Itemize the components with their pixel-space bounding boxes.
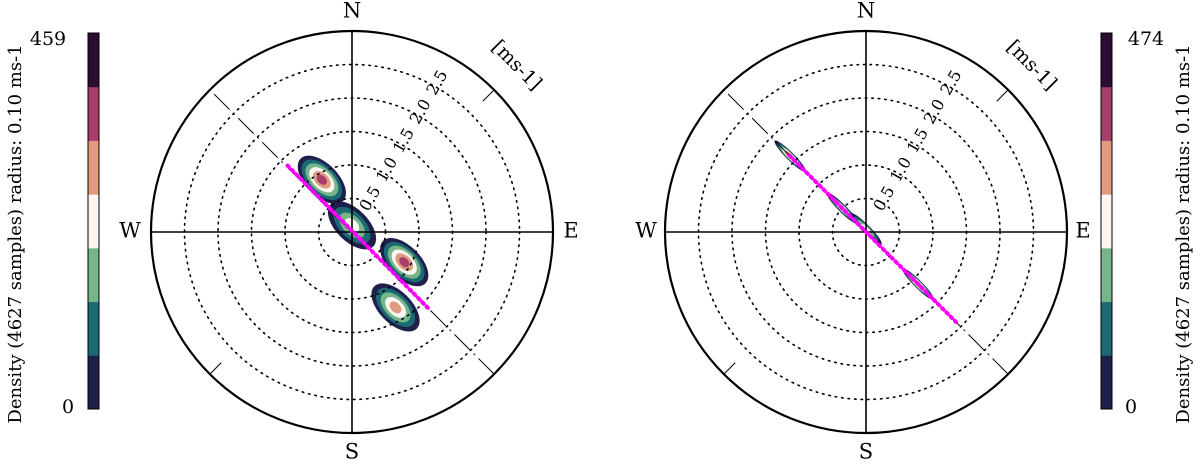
colorbar-left-swatch-5 [88, 86, 99, 141]
colorbar-left-swatch-3 [88, 194, 99, 249]
colorbar-right-swatch-0 [1101, 355, 1112, 410]
perpendicular-tick-1 [482, 89, 495, 102]
perpendicular-tick-0 [723, 362, 736, 375]
colorbar-left: 459 0 Density (4627 samples) radius: 0.1… [5, 28, 100, 424]
compass-south-left: S [345, 440, 359, 464]
radial-tick-label-2: 1.5 [389, 125, 418, 157]
unit-label-right: [ms-1] [1002, 36, 1061, 95]
density-cluster-2-level-4 [389, 301, 402, 314]
perpendicular-tick-1 [996, 89, 1009, 102]
compass-south-right: S [859, 440, 873, 464]
radial-tick-label-0: 0.5 [355, 183, 384, 215]
colorbar-left-swatch-6 [88, 33, 99, 88]
colorbar-right-title: Density (4627 samples) radius: 0.10 ms-1 [1173, 44, 1194, 423]
colorbar-left-min-label: 0 [62, 396, 74, 418]
fitted-direction-line [787, 153, 959, 325]
colorbar-left-frame [87, 32, 100, 410]
colorbar-left-swatch-0 [88, 355, 99, 410]
colorbar-right-min-label: 0 [1125, 396, 1137, 418]
radial-tick-label-2: 1.5 [903, 125, 932, 157]
density-cluster-0-level-5 [316, 174, 327, 185]
colorbar-right-swatch-3 [1101, 194, 1112, 249]
polar-panel-right: 0.51.01.52.02.5 N E S W [ms-1] [635, 0, 1090, 464]
colorbar-right-frame [1100, 32, 1113, 410]
compass-north-left: N [343, 0, 361, 23]
principal-axis [209, 89, 495, 375]
compass-west-right: W [635, 219, 657, 243]
colorbar-left-max-label: 459 [30, 28, 66, 50]
grid-layer-right: 0.51.01.52.02.5 [663, 29, 1069, 435]
compass-east-right: E [1075, 219, 1090, 243]
density-layer-left [297, 155, 429, 332]
compass-west-left: W [119, 219, 141, 243]
radial-tick-label-3: 2.0 [920, 96, 949, 128]
colorbar-right-swatch-6 [1101, 33, 1112, 88]
grid-layer-left: 0.51.01.52.02.5 [149, 29, 555, 435]
polar-panel-left: 0.51.01.52.02.5 N E S W [ms-1] [119, 0, 578, 464]
colorbar-right-swatch-1 [1101, 301, 1112, 356]
radial-tick-label-4: 2.5 [422, 67, 451, 99]
radial-tick-label-4: 2.5 [936, 67, 965, 99]
unit-label-left: [ms-1] [487, 36, 546, 95]
fitted-direction-line [285, 163, 430, 310]
radial-tick-label-0: 0.5 [869, 183, 898, 215]
radial-tick-label-1: 1.0 [372, 154, 401, 186]
colorbar-left-title: Density (4627 samples) radius: 0.10 ms-1 [5, 44, 26, 423]
colorbar-right-swatch-2 [1101, 247, 1112, 303]
colorbar-right-max-label: 474 [1128, 28, 1164, 50]
radial-tick-label-3: 2.0 [406, 96, 435, 128]
colorbar-left-swatch-2 [88, 247, 99, 303]
colorbar-right-swatch-4 [1101, 140, 1112, 195]
density-cluster-1-level-5 [399, 257, 410, 268]
colorbar-right: 474 0 Density (4627 samples) radius: 0.1… [1100, 28, 1194, 424]
colorbar-left-swatch-1 [88, 301, 99, 356]
compass-east-left: E [563, 219, 578, 243]
colorbar-left-swatch-4 [88, 140, 99, 195]
perpendicular-tick-0 [209, 362, 222, 375]
radial-tick-label-1: 1.0 [886, 154, 915, 186]
compass-north-right: N [857, 0, 875, 23]
colorbar-right-swatch-5 [1101, 86, 1112, 141]
